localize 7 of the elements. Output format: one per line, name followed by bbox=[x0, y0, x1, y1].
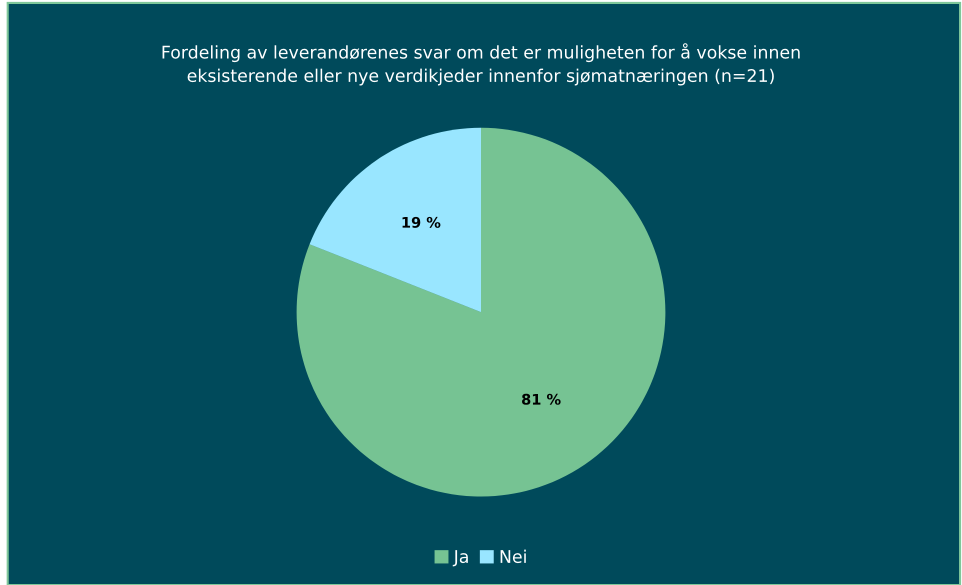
legend-label: Nei bbox=[500, 550, 526, 564]
data-label: 19 % bbox=[402, 216, 440, 228]
chart-title: Fordeling av leverandørenes svar om det er muligheten for å vokse innen eksisterende eller nye verdikjeder innenfor sjømatnæringen (n=21) bbox=[162, 43, 800, 86]
pie-slice bbox=[296, 128, 666, 496]
data-label: 81 % bbox=[522, 394, 561, 405]
pie-slice bbox=[310, 128, 481, 312]
legend-label: Ja bbox=[452, 550, 468, 566]
